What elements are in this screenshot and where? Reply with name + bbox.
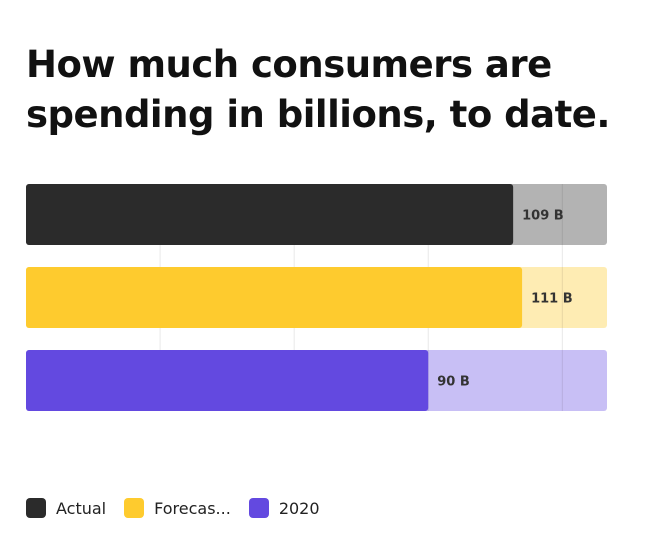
bar-value-label: 109 B	[522, 209, 564, 224]
legend-item-actual[interactable]: Actual	[26, 498, 106, 518]
legend-swatch	[124, 498, 145, 518]
legend: Actual Forecas... 2020	[26, 498, 338, 518]
legend-label: Forecas...	[154, 498, 231, 518]
legend-swatch	[248, 498, 269, 518]
legend-swatch	[26, 498, 46, 518]
legend-label: Actual	[56, 498, 107, 518]
legend-item-2020[interactable]: 2020	[248, 498, 320, 518]
legend-item-forecast[interactable]: Forecas...	[124, 498, 231, 518]
bar-actual	[26, 184, 514, 245]
legend-label: 2020	[278, 498, 320, 518]
bar-value-label: 90 B	[437, 375, 470, 390]
bar-value-label: 111 B	[531, 292, 573, 307]
bar-2020	[26, 350, 429, 411]
chart-title: How much consumers are spending in billi…	[26, 43, 610, 136]
bar-forecast	[26, 267, 523, 328]
